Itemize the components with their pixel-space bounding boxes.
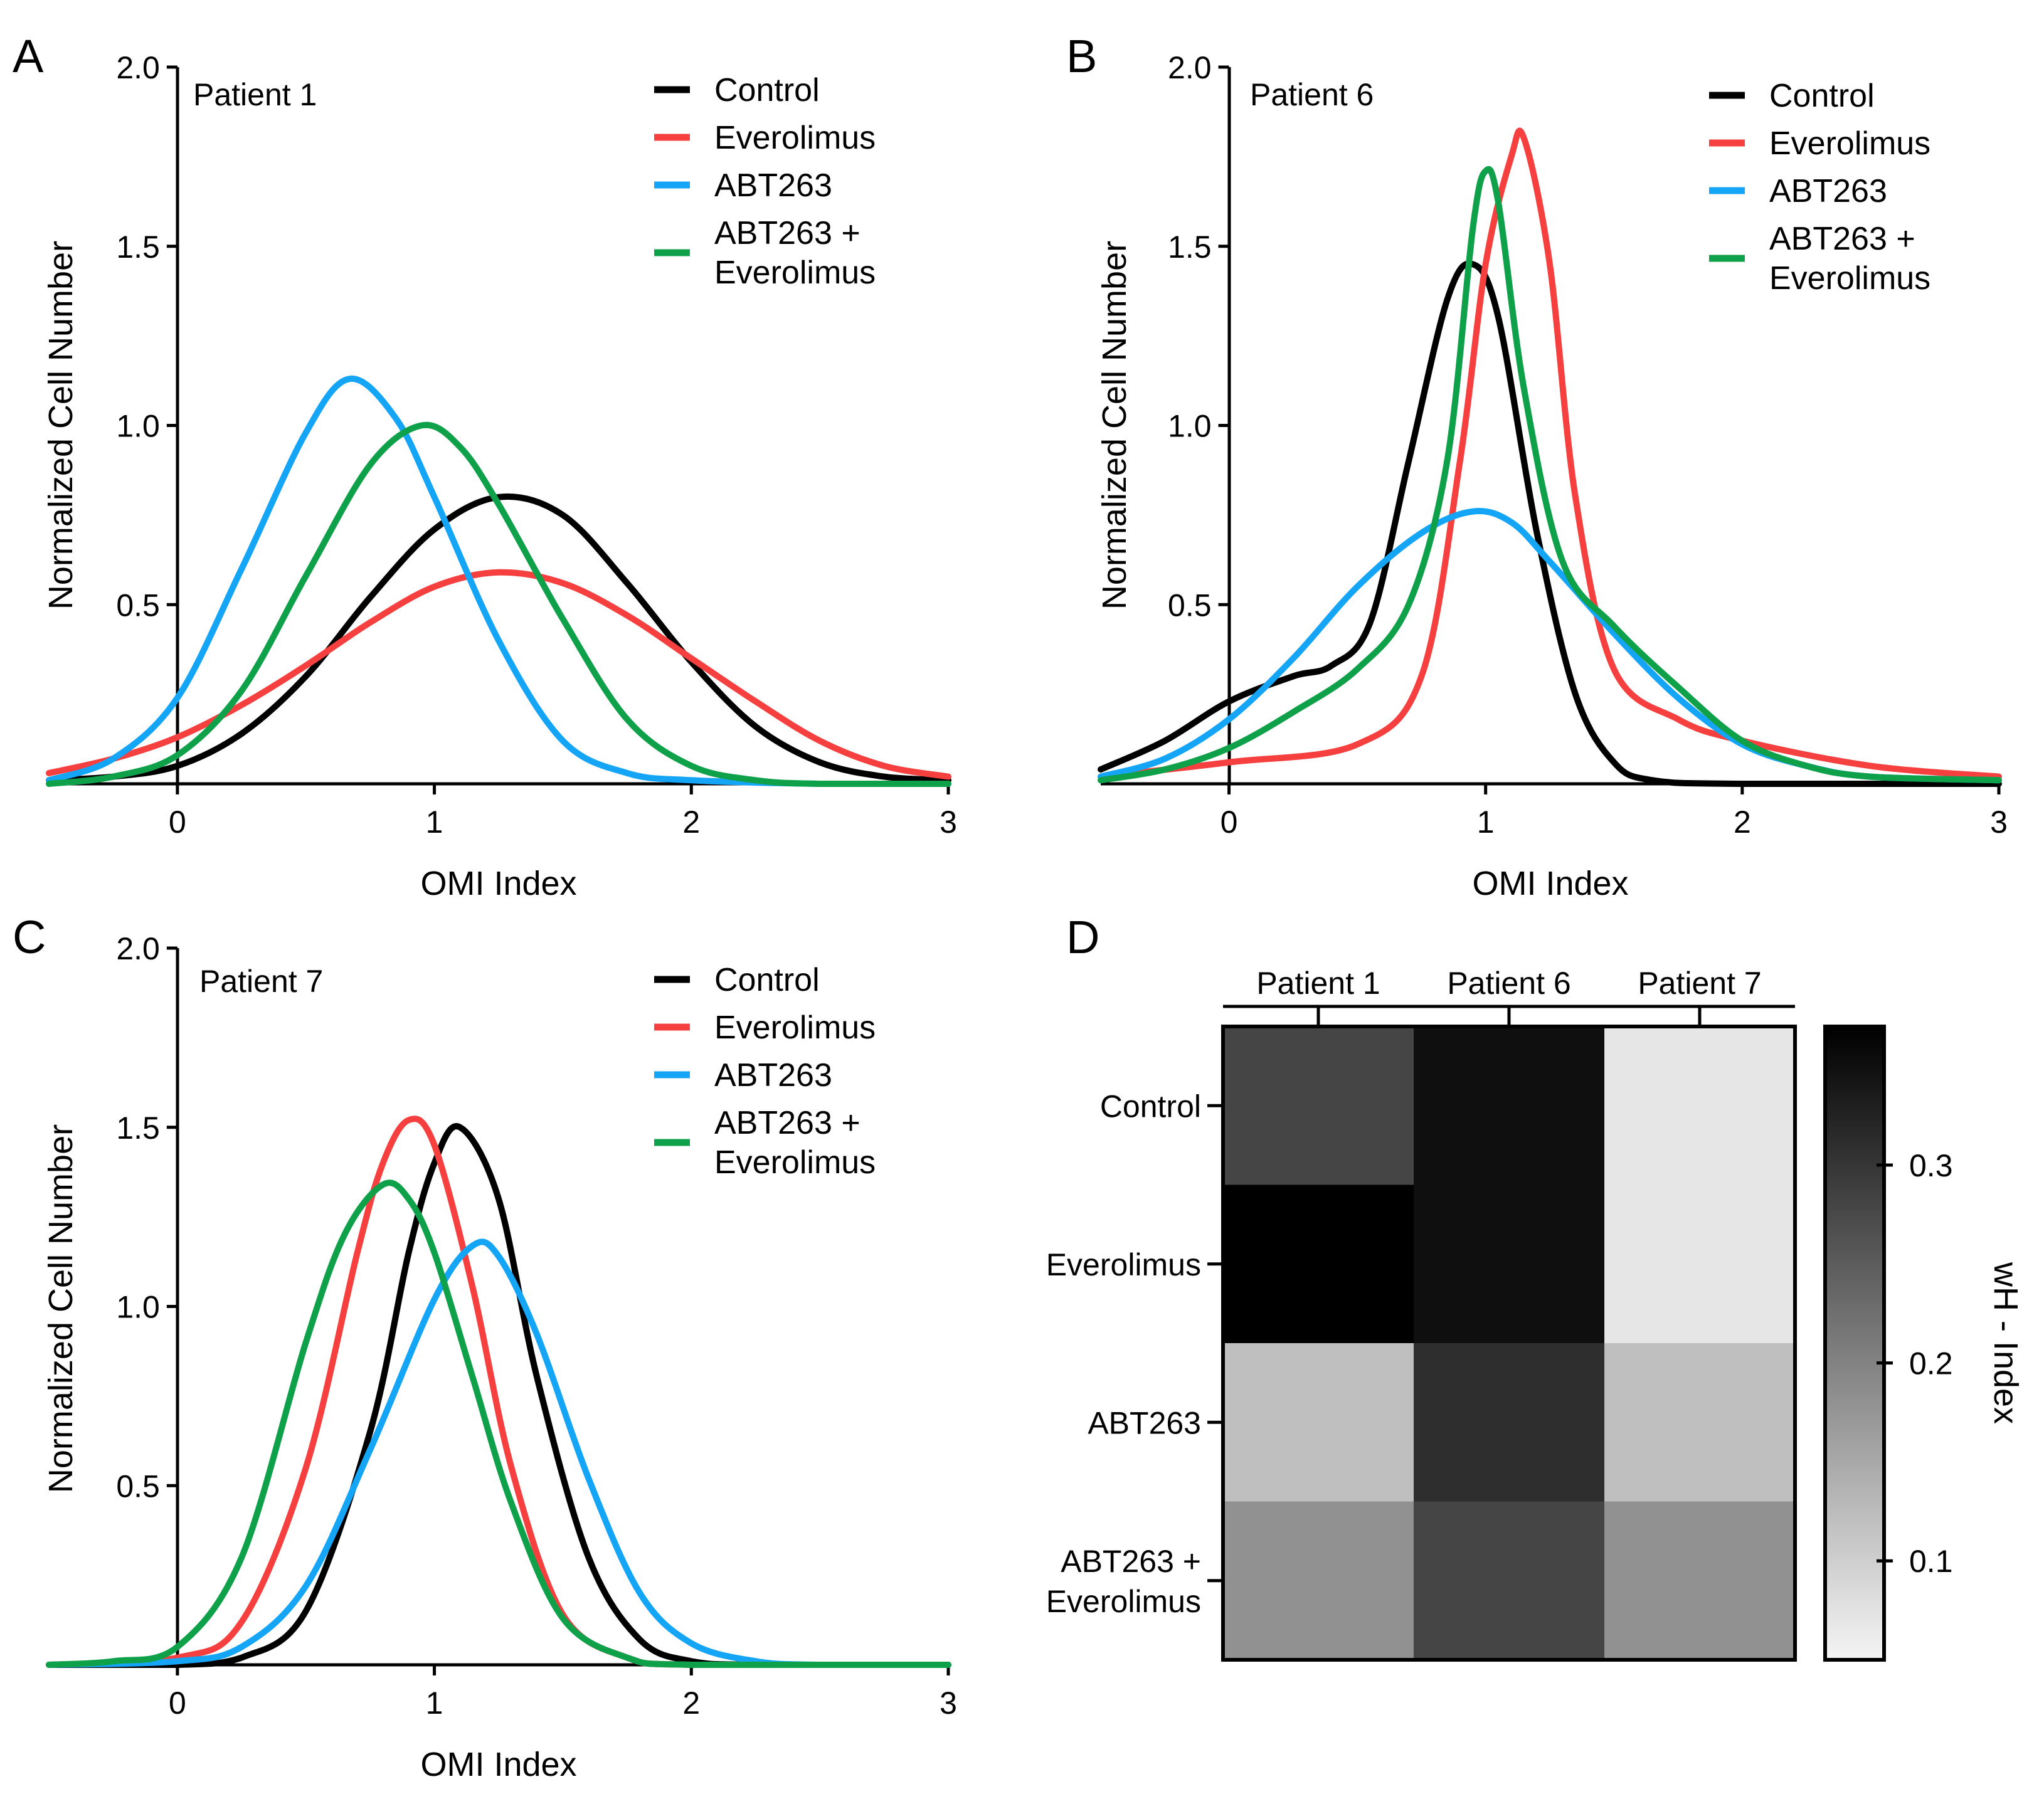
x-tick-label: 1: [1477, 805, 1495, 840]
colorbar: [1823, 1025, 1886, 1662]
legend-label-control: Control: [714, 72, 820, 108]
y-tick-label: 1.5: [116, 1111, 160, 1146]
x-axis-title: OMI Index: [420, 865, 576, 902]
y-tick-label: 0.5: [116, 588, 160, 623]
heatmap-cell: [1223, 1343, 1414, 1502]
legend-label-abt263-everolimus: ABT263 + Everolimus: [714, 215, 876, 291]
legend-label-abt263-everolimus: ABT263 + Everolimus: [1769, 221, 1930, 297]
panel-d: D Patient 1 Patient 6 Patient 7 Control Ever…: [1046, 911, 2025, 1662]
row-label-abt263-everolimus: ABT263 + Everolimus: [1046, 1544, 1201, 1619]
column-label-patient-7: Patient 7: [1638, 966, 1761, 1001]
curve-control: [1098, 260, 2002, 788]
heatmap-cell: [1414, 1026, 1605, 1185]
panel-a: A Patient 1 Normalized Cell Number OMI I…: [13, 30, 957, 902]
y-tick-label: 2.0: [116, 50, 160, 85]
heatmap-cell: [1604, 1184, 1796, 1344]
curve-control: [46, 493, 951, 784]
heatmap-cell: [1604, 1343, 1796, 1502]
x-axis-title: OMI Index: [1472, 865, 1628, 902]
row-label-everolimus: Everolimus: [1046, 1247, 1201, 1282]
x-tick-label: 3: [940, 805, 957, 840]
x-tick-label: 2: [682, 805, 700, 840]
heatmap-cell: [1223, 1501, 1414, 1660]
x-tick-label: 2: [1734, 805, 1751, 840]
panel-b: B Patient 6 Normalized Cell Number OMI I…: [1066, 30, 2008, 902]
y-tick-label: 1.5: [1168, 229, 1212, 265]
x-tick-label: 1: [426, 805, 443, 840]
heatmap-cell: [1223, 1184, 1414, 1344]
curve-abt263: [46, 376, 951, 788]
y-tick-label: 1.0: [116, 1290, 160, 1325]
y-axis-title: Normalized Cell Number: [42, 241, 80, 609]
panel-letter-d: D: [1066, 911, 1099, 963]
x-tick-label: 0: [169, 1686, 186, 1721]
column-label-patient-6: Patient 6: [1447, 966, 1570, 1001]
legend-label-abt263-everolimus: ABT263 + Everolimus: [714, 1105, 876, 1181]
curve-everolimus: [1098, 127, 2002, 780]
colorbar-tick-label: 0.3: [1909, 1148, 1953, 1183]
y-tick-label: 2.0: [116, 931, 160, 966]
panel-letter-c: C: [13, 911, 46, 963]
patient-title: Patient 6: [1250, 77, 1374, 112]
y-tick-label: 0.5: [1168, 588, 1212, 623]
panel-c: C Patient 7 Normalized Cell Number OMI I…: [13, 911, 957, 1783]
curve-control: [46, 1123, 951, 1669]
curve-abt263: [46, 1238, 951, 1669]
x-tick-label: 0: [169, 805, 186, 840]
colorbar-tick-label: 0.2: [1909, 1346, 1953, 1381]
row-label-abt263: ABT263: [1088, 1405, 1201, 1440]
x-tick-label: 1: [426, 1686, 443, 1721]
colorbar-tick-label: 0.1: [1909, 1544, 1953, 1579]
heatmap-cell: [1414, 1184, 1605, 1344]
legend-label-abt263: ABT263: [714, 1057, 832, 1094]
legend-label-abt263: ABT263: [714, 167, 832, 204]
y-tick-label: 2.0: [1168, 50, 1212, 85]
colorbar-label: wH - Index: [1987, 1262, 2025, 1424]
legend-label-everolimus: Everolimus: [714, 1010, 876, 1046]
panel-letter-a: A: [13, 30, 44, 82]
y-axis-title: Normalized Cell Number: [42, 1124, 80, 1493]
curve-abt263-everolimus: [1098, 166, 2002, 784]
heatmap-cell: [1223, 1026, 1414, 1185]
legend-label-everolimus: Everolimus: [1769, 125, 1930, 162]
legend-label-abt263: ABT263: [1769, 173, 1887, 209]
curve-everolimus: [46, 569, 951, 780]
heatmap-cell: [1604, 1501, 1796, 1660]
y-axis-title: Normalized Cell Number: [1096, 241, 1133, 609]
legend-label-control: Control: [714, 962, 820, 998]
legend-label-everolimus: Everolimus: [714, 120, 876, 156]
y-tick-label: 1.5: [116, 229, 160, 265]
curve-abt263-everolimus: [46, 1179, 951, 1669]
heatmap-cell: [1414, 1343, 1605, 1502]
y-tick-label: 1.0: [1168, 409, 1212, 444]
panel-letter-b: B: [1066, 30, 1097, 82]
x-tick-label: 2: [682, 1686, 700, 1721]
heatmap-cell: [1604, 1026, 1796, 1185]
x-tick-label: 3: [1990, 805, 2008, 840]
patient-title: Patient 7: [199, 964, 323, 999]
curve-abt263-everolimus: [46, 421, 951, 788]
x-axis-title: OMI Index: [420, 1746, 576, 1783]
row-label-control: Control: [1100, 1089, 1201, 1124]
x-tick-label: 3: [940, 1686, 957, 1721]
heatmap-cell: [1414, 1501, 1605, 1660]
y-tick-label: 1.0: [116, 409, 160, 444]
y-tick-label: 0.5: [116, 1469, 160, 1504]
patient-title: Patient 1: [193, 77, 317, 112]
x-tick-label: 0: [1221, 805, 1238, 840]
legend-label-control: Control: [1769, 78, 1875, 114]
column-label-patient-1: Patient 1: [1256, 966, 1380, 1001]
